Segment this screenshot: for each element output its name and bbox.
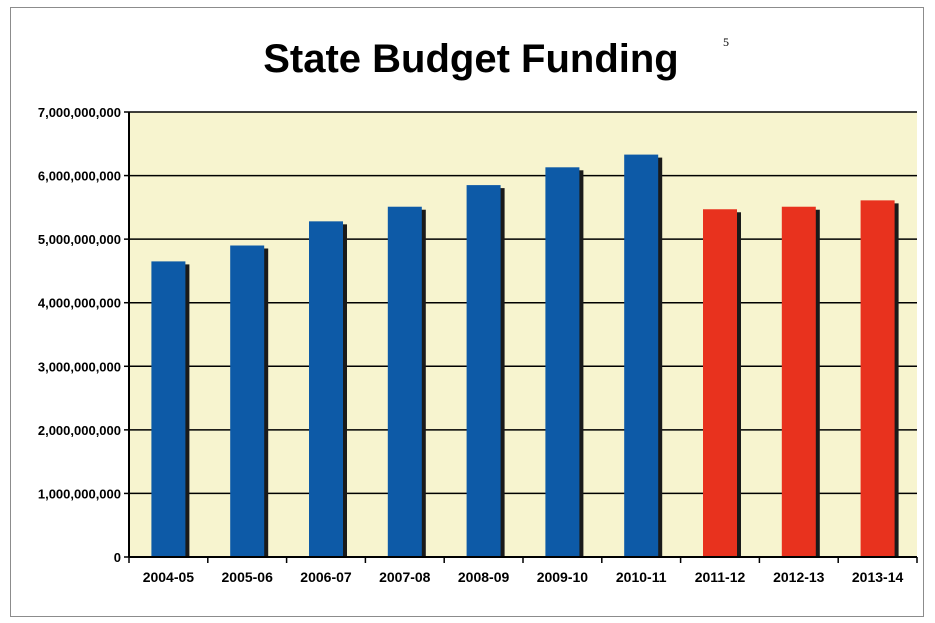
x-tick-label: 2005-06 xyxy=(222,569,274,585)
bar xyxy=(860,200,895,557)
x-tick-label: 2004-05 xyxy=(143,569,195,585)
y-tick-label: 4,000,000,000 xyxy=(38,296,121,311)
bar-2004-05 xyxy=(151,261,190,557)
bars xyxy=(151,154,899,558)
bar-2009-10 xyxy=(545,167,584,558)
bar xyxy=(703,209,737,557)
bar-2010-11 xyxy=(624,154,663,558)
x-tick-label: 2006-07 xyxy=(300,569,352,585)
y-axis-ticks: 0 1,000,000,000 2,000,000,000 3,000,000,000… xyxy=(38,105,129,565)
bar-2012-13 xyxy=(781,206,820,557)
bar-2006-07 xyxy=(309,221,347,558)
bar-2011-12 xyxy=(703,209,741,557)
x-tick-label: 2007-08 xyxy=(379,569,431,585)
bar xyxy=(781,206,816,557)
bar-2007-08 xyxy=(387,206,426,557)
x-tick-label: 2013-14 xyxy=(852,569,904,585)
y-tick-label: 0 xyxy=(114,550,121,565)
x-axis-ticks: 2004-05 2005-06 2006-07 2007-08 2008-09 2009-… xyxy=(128,557,918,585)
y-tick-label: 7,000,000,000 xyxy=(38,105,121,120)
bar xyxy=(624,154,659,558)
x-tick-label: 2010-11 xyxy=(616,569,667,585)
x-tick-label: 2012-13 xyxy=(773,569,825,585)
bar xyxy=(387,206,422,557)
bar xyxy=(230,245,265,557)
chart-frame: State Budget Funding 5 0 1,000,000,000 2,0… xyxy=(10,7,924,617)
x-tick-label: 2008-09 xyxy=(458,569,510,585)
bar xyxy=(151,261,186,557)
axes xyxy=(128,112,917,558)
bar xyxy=(309,221,343,558)
bar-2008-09 xyxy=(466,185,505,557)
bar xyxy=(545,167,580,558)
chart-title-superscript: 5 xyxy=(723,35,729,49)
y-tick-label: 6,000,000,000 xyxy=(38,169,121,184)
bar-chart: State Budget Funding 5 0 1,000,000,000 2,0… xyxy=(38,35,918,585)
x-tick-label: 2011-12 xyxy=(695,569,746,585)
x-tick-label: 2009-10 xyxy=(537,569,589,585)
chart-title-text: State Budget Funding xyxy=(263,37,679,81)
y-tick-label: 3,000,000,000 xyxy=(38,359,121,374)
y-tick-label: 2,000,000,000 xyxy=(38,423,121,438)
y-tick-label: 5,000,000,000 xyxy=(38,232,121,247)
bar xyxy=(466,185,501,557)
chart-title: State Budget Funding 5 xyxy=(263,35,729,81)
bar-2005-06 xyxy=(230,245,269,557)
y-tick-label: 1,000,000,000 xyxy=(38,486,121,501)
bar-2013-14 xyxy=(860,200,899,557)
